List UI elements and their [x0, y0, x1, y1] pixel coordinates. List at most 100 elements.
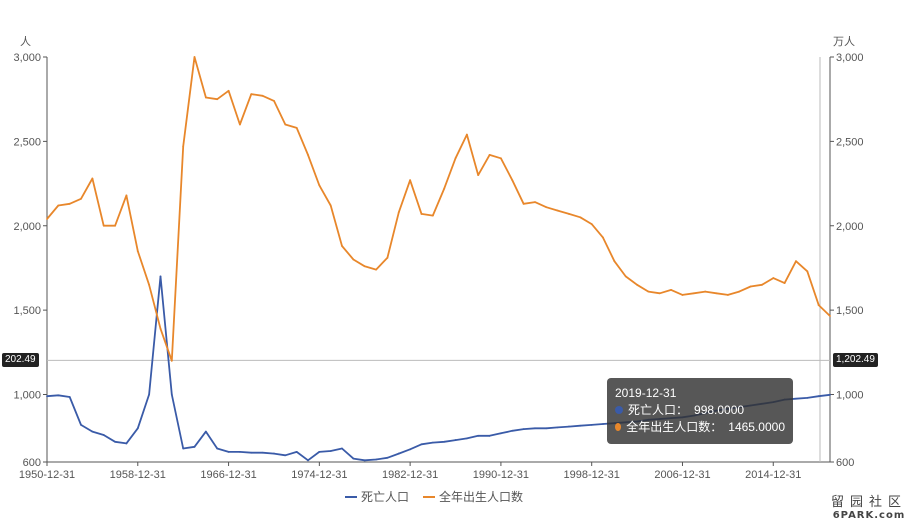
- data-point-births: [726, 294, 729, 296]
- data-point-deaths: [284, 454, 287, 457]
- x-tick-label: 1998-12-31: [564, 469, 620, 481]
- data-point-deaths: [829, 393, 831, 396]
- data-point-births: [500, 157, 502, 160]
- data-point-deaths: [295, 450, 298, 453]
- data-point-births: [817, 304, 820, 306]
- data-point-births: [239, 123, 241, 126]
- data-point-births: [522, 202, 525, 205]
- data-point-deaths: [375, 458, 377, 461]
- data-point-deaths: [159, 275, 162, 278]
- data-point-births: [57, 204, 60, 207]
- watermark-cn: 留园社区: [830, 495, 907, 510]
- data-point-births: [829, 315, 831, 317]
- data-point-deaths: [590, 423, 593, 426]
- x-tick-label: 2014-12-31: [745, 469, 801, 481]
- data-point-births: [568, 213, 570, 215]
- data-point-deaths: [795, 397, 797, 400]
- legend[interactable]: 死亡人口 全年出生人口数: [345, 489, 523, 504]
- right-tick-label: 600: [836, 457, 854, 469]
- data-point-births: [670, 288, 673, 291]
- data-point-births: [704, 290, 707, 293]
- watermark: 留园社区 6PARK.com: [831, 491, 907, 521]
- tooltip: 2019-12-31 死亡人口： 998.0000 全年出生人口数： 1465.…: [607, 378, 793, 444]
- data-point-births: [613, 260, 616, 263]
- data-point-deaths: [579, 424, 582, 427]
- data-point-births: [692, 292, 695, 295]
- data-point-births: [273, 99, 275, 102]
- data-point-deaths: [500, 432, 502, 435]
- data-point-births: [772, 277, 775, 279]
- data-point-births: [465, 133, 468, 136]
- data-point-deaths: [511, 429, 514, 432]
- data-point-births: [193, 56, 196, 58]
- left-axis-unit: 人: [20, 35, 31, 48]
- data-point-births: [182, 145, 185, 148]
- data-point-births: [477, 174, 480, 177]
- data-point-births: [204, 96, 207, 99]
- data-point-deaths: [193, 445, 196, 448]
- data-point-deaths: [488, 434, 491, 437]
- tooltip-value-deaths: 998.0000: [694, 402, 745, 417]
- pointer-left-label: 202.49: [2, 353, 39, 368]
- right-tick-label: 3,000: [836, 52, 864, 64]
- data-point-births: [806, 270, 809, 273]
- legend-item-births[interactable]: 全年出生人口数: [439, 489, 523, 504]
- data-point-deaths: [806, 396, 809, 399]
- data-point-deaths: [250, 451, 253, 454]
- data-point-births: [363, 265, 366, 268]
- x-tick-label: 1966-12-31: [200, 469, 256, 481]
- data-point-deaths: [239, 450, 241, 453]
- data-point-births: [545, 206, 548, 209]
- tooltip-date: 2019-12-31: [615, 385, 677, 400]
- data-point-births: [715, 292, 718, 295]
- data-point-deaths: [182, 447, 185, 450]
- data-point-deaths: [136, 427, 139, 430]
- data-point-births: [534, 201, 536, 204]
- legend-item-deaths[interactable]: 死亡人口: [361, 490, 409, 504]
- data-point-births: [216, 98, 219, 101]
- data-point-deaths: [363, 459, 366, 462]
- data-point-births: [341, 245, 343, 247]
- data-point-births: [329, 204, 332, 207]
- data-point-births: [227, 89, 230, 92]
- data-point-deaths: [125, 442, 128, 445]
- data-point-births: [375, 268, 377, 271]
- right-tick-label: 2,000: [836, 221, 864, 233]
- data-point-deaths: [307, 459, 309, 462]
- data-point-deaths: [420, 443, 423, 446]
- data-point-deaths: [68, 396, 71, 398]
- data-point-deaths: [102, 434, 105, 436]
- data-point-deaths: [431, 441, 434, 444]
- data-point-births: [681, 294, 684, 296]
- tooltip-dot-deaths: [615, 405, 623, 414]
- x-tick-label: 1982-12-31: [382, 469, 438, 481]
- data-point-births: [114, 224, 116, 227]
- data-point-births: [102, 224, 105, 227]
- data-point-deaths: [556, 426, 559, 429]
- data-point-deaths: [170, 393, 173, 396]
- series-line-births: [46, 56, 831, 362]
- data-point-births: [250, 93, 253, 96]
- x-tick-label: 1958-12-31: [110, 469, 166, 481]
- data-point-deaths: [409, 448, 412, 451]
- data-point-deaths: [397, 452, 400, 455]
- data-point-deaths: [477, 434, 480, 437]
- data-point-deaths: [46, 395, 48, 398]
- data-point-births: [284, 123, 287, 126]
- data-point-births: [409, 179, 412, 182]
- tooltip-value-births: 1465.0000: [728, 419, 785, 434]
- tooltip-row-deaths: 死亡人口： 998.0000: [615, 401, 785, 418]
- pointer-right-label: 1,202.49: [833, 353, 878, 368]
- data-point-deaths: [454, 439, 457, 441]
- data-point-deaths: [273, 452, 275, 455]
- data-point-births: [295, 126, 298, 129]
- right-tick-label: 2,500: [836, 136, 864, 148]
- data-point-births: [761, 283, 763, 286]
- data-point-deaths: [817, 395, 820, 398]
- left-tick-label: 600: [23, 457, 41, 469]
- data-point-births: [261, 94, 264, 97]
- data-point-deaths: [522, 428, 525, 430]
- data-point-births: [443, 187, 446, 190]
- data-point-births: [749, 285, 752, 288]
- tooltip-dot-births: [615, 422, 622, 431]
